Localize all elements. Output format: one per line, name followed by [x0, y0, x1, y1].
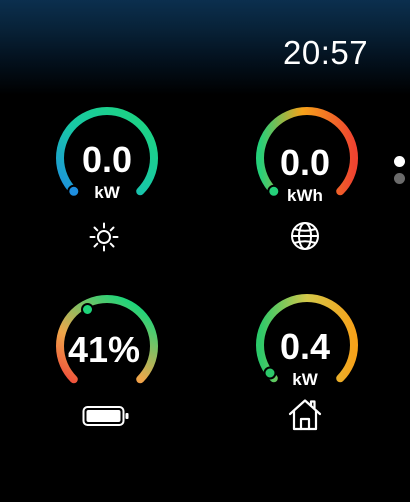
- grid-energy-gauge[interactable]: 0.0 kWh: [240, 100, 370, 230]
- battery-level-gauge[interactable]: 41%: [40, 288, 170, 418]
- home-consumption-value: 0.4: [279, 326, 331, 367]
- page-indicator[interactable]: [394, 156, 406, 186]
- battery-icon: [82, 405, 130, 427]
- grid-energy-value: 0.0: [279, 142, 331, 183]
- battery-level-value: 41%: [67, 329, 141, 370]
- grid-energy-unit: kWh: [287, 186, 323, 205]
- grid-gauge-ring: [256, 107, 358, 198]
- battery-gauge-ring: [56, 295, 158, 384]
- home-gauge-indicator: [263, 366, 277, 380]
- status-bar-time: 20:57: [283, 34, 369, 71]
- page-dot-active: [394, 156, 405, 167]
- solar-power-value: 0.0: [81, 139, 133, 180]
- house-icon: [287, 397, 323, 433]
- globe-icon: [289, 220, 321, 252]
- status-bar-background: [0, 0, 410, 95]
- solar-gauge-indicator: [67, 184, 81, 198]
- page-dot-inactive: [394, 173, 405, 184]
- home-consumption-unit: kW: [292, 370, 318, 389]
- home-consumption-gauge[interactable]: 0.4 kW: [240, 287, 370, 417]
- solar-power-unit: kW: [94, 183, 120, 202]
- solar-power-gauge[interactable]: 0.0 kW: [40, 100, 170, 230]
- grid-gauge-indicator: [267, 184, 281, 198]
- battery-gauge-indicator: [81, 303, 94, 316]
- home-gauge-ring: [256, 294, 358, 383]
- solar-gauge-ring: [56, 107, 158, 198]
- sun-icon: [89, 222, 119, 252]
